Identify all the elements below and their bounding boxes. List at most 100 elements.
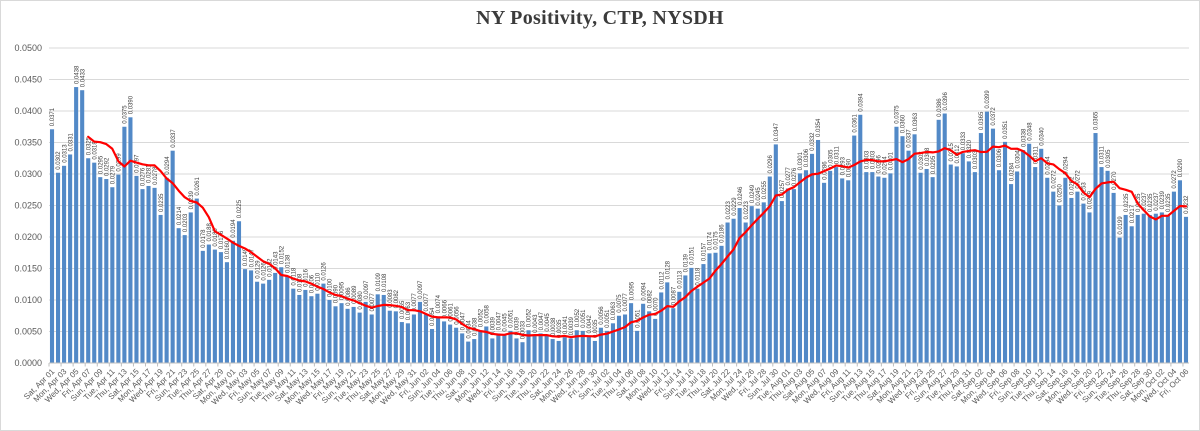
bar	[1027, 143, 1032, 363]
bar-value-label: 0.0320	[967, 139, 973, 158]
y-tick-label: 0.0000	[14, 358, 42, 368]
bar	[152, 187, 157, 363]
bar	[574, 330, 579, 363]
bar-value-label: 0.0311	[834, 146, 840, 165]
bar-value-label: 0.0306	[997, 148, 1003, 167]
bar-value-label: 0.0051	[635, 309, 641, 328]
bar	[1105, 170, 1110, 363]
bar	[218, 252, 223, 363]
bar	[948, 164, 953, 363]
bar	[918, 172, 923, 363]
bar-value-label: 0.0245	[756, 187, 762, 206]
trend-line	[87, 135, 1188, 339]
bar-value-label: 0.0306	[804, 148, 810, 167]
bar	[1045, 177, 1050, 363]
bar	[882, 177, 887, 363]
bar	[357, 312, 362, 363]
bar	[725, 222, 730, 363]
bar	[598, 327, 603, 363]
bar	[508, 330, 513, 363]
bar	[1141, 213, 1146, 363]
bar	[92, 162, 97, 363]
bar-value-label: 0.0239	[1160, 190, 1166, 209]
y-tick-label: 0.0500	[14, 43, 42, 53]
bar	[158, 214, 163, 363]
bar	[369, 314, 374, 363]
bar	[743, 222, 748, 363]
bar	[1087, 212, 1092, 363]
bar	[520, 342, 525, 363]
bar-value-label: 0.0337	[171, 129, 177, 148]
bar-value-label: 0.0051	[581, 309, 587, 328]
bar	[1069, 197, 1074, 363]
bar-value-label: 0.0337	[907, 129, 913, 148]
bar-value-label: 0.0083	[388, 289, 394, 308]
bar	[1165, 214, 1170, 363]
bar	[1021, 150, 1026, 363]
bar	[846, 180, 851, 363]
bar-value-label: 0.0047	[460, 311, 466, 330]
bar-value-label: 0.0232	[1184, 195, 1190, 214]
bar	[653, 318, 658, 363]
bar-value-label: 0.0253	[1082, 182, 1088, 201]
bar-value-label: 0.0363	[913, 112, 919, 131]
bar	[755, 208, 760, 363]
y-tick-label: 0.0200	[14, 232, 42, 242]
bar-value-label: 0.0217	[1130, 204, 1136, 223]
bar	[267, 279, 272, 363]
bar	[363, 301, 368, 363]
bar-value-label: 0.0272	[1051, 170, 1057, 189]
bar-value-label: 0.0250	[1058, 183, 1064, 202]
bar	[635, 330, 640, 363]
bar	[291, 288, 296, 363]
bar	[701, 264, 706, 363]
bar	[399, 322, 404, 363]
bar-value-label: 0.0386	[937, 98, 943, 117]
bar	[1129, 226, 1134, 363]
bar	[912, 134, 917, 363]
bar-value-label: 0.0438	[74, 65, 80, 84]
bar	[411, 314, 416, 363]
bar-value-label: 0.0077	[623, 292, 629, 311]
bar-value-label: 0.0095	[340, 281, 346, 300]
bar-value-label: 0.0042	[587, 315, 593, 334]
bar	[665, 282, 670, 363]
bar	[906, 150, 911, 363]
bar-value-label: 0.0077	[370, 292, 376, 311]
bar-value-label: 0.0348	[1027, 122, 1033, 141]
bar	[791, 189, 796, 363]
bar-value-label: 0.0089	[352, 285, 358, 304]
bar	[164, 177, 169, 363]
bar-value-label: 0.0109	[376, 272, 382, 291]
bar	[888, 173, 893, 363]
bar	[454, 327, 459, 363]
bar	[429, 328, 435, 363]
bar	[104, 179, 109, 363]
bar	[442, 321, 447, 363]
bar	[870, 172, 875, 363]
bar	[188, 212, 193, 363]
bar-value-label: 0.0239	[1088, 190, 1094, 209]
bar-value-label: 0.0294	[1064, 156, 1070, 175]
bar	[309, 296, 314, 363]
bar	[285, 276, 290, 363]
y-tick-label: 0.0400	[14, 106, 42, 116]
bar	[1015, 171, 1020, 363]
bar	[858, 114, 863, 363]
bar-value-label: 0.0052	[478, 308, 484, 327]
bar	[930, 177, 935, 363]
bar-value-label: 0.0132	[267, 258, 273, 277]
bar-value-label: 0.0281	[147, 164, 153, 183]
bar	[140, 189, 145, 363]
y-tick-label: 0.0050	[14, 327, 42, 337]
bar	[1159, 212, 1164, 363]
bar	[176, 228, 181, 363]
bar	[960, 153, 965, 363]
bar	[110, 187, 115, 363]
bar	[773, 144, 778, 363]
bar-value-label: 0.0272	[1076, 170, 1082, 189]
bar	[327, 300, 332, 363]
bar-value-label: 0.0331	[68, 132, 74, 151]
bar-value-label: 0.0223	[726, 200, 732, 219]
bar	[1099, 167, 1104, 363]
